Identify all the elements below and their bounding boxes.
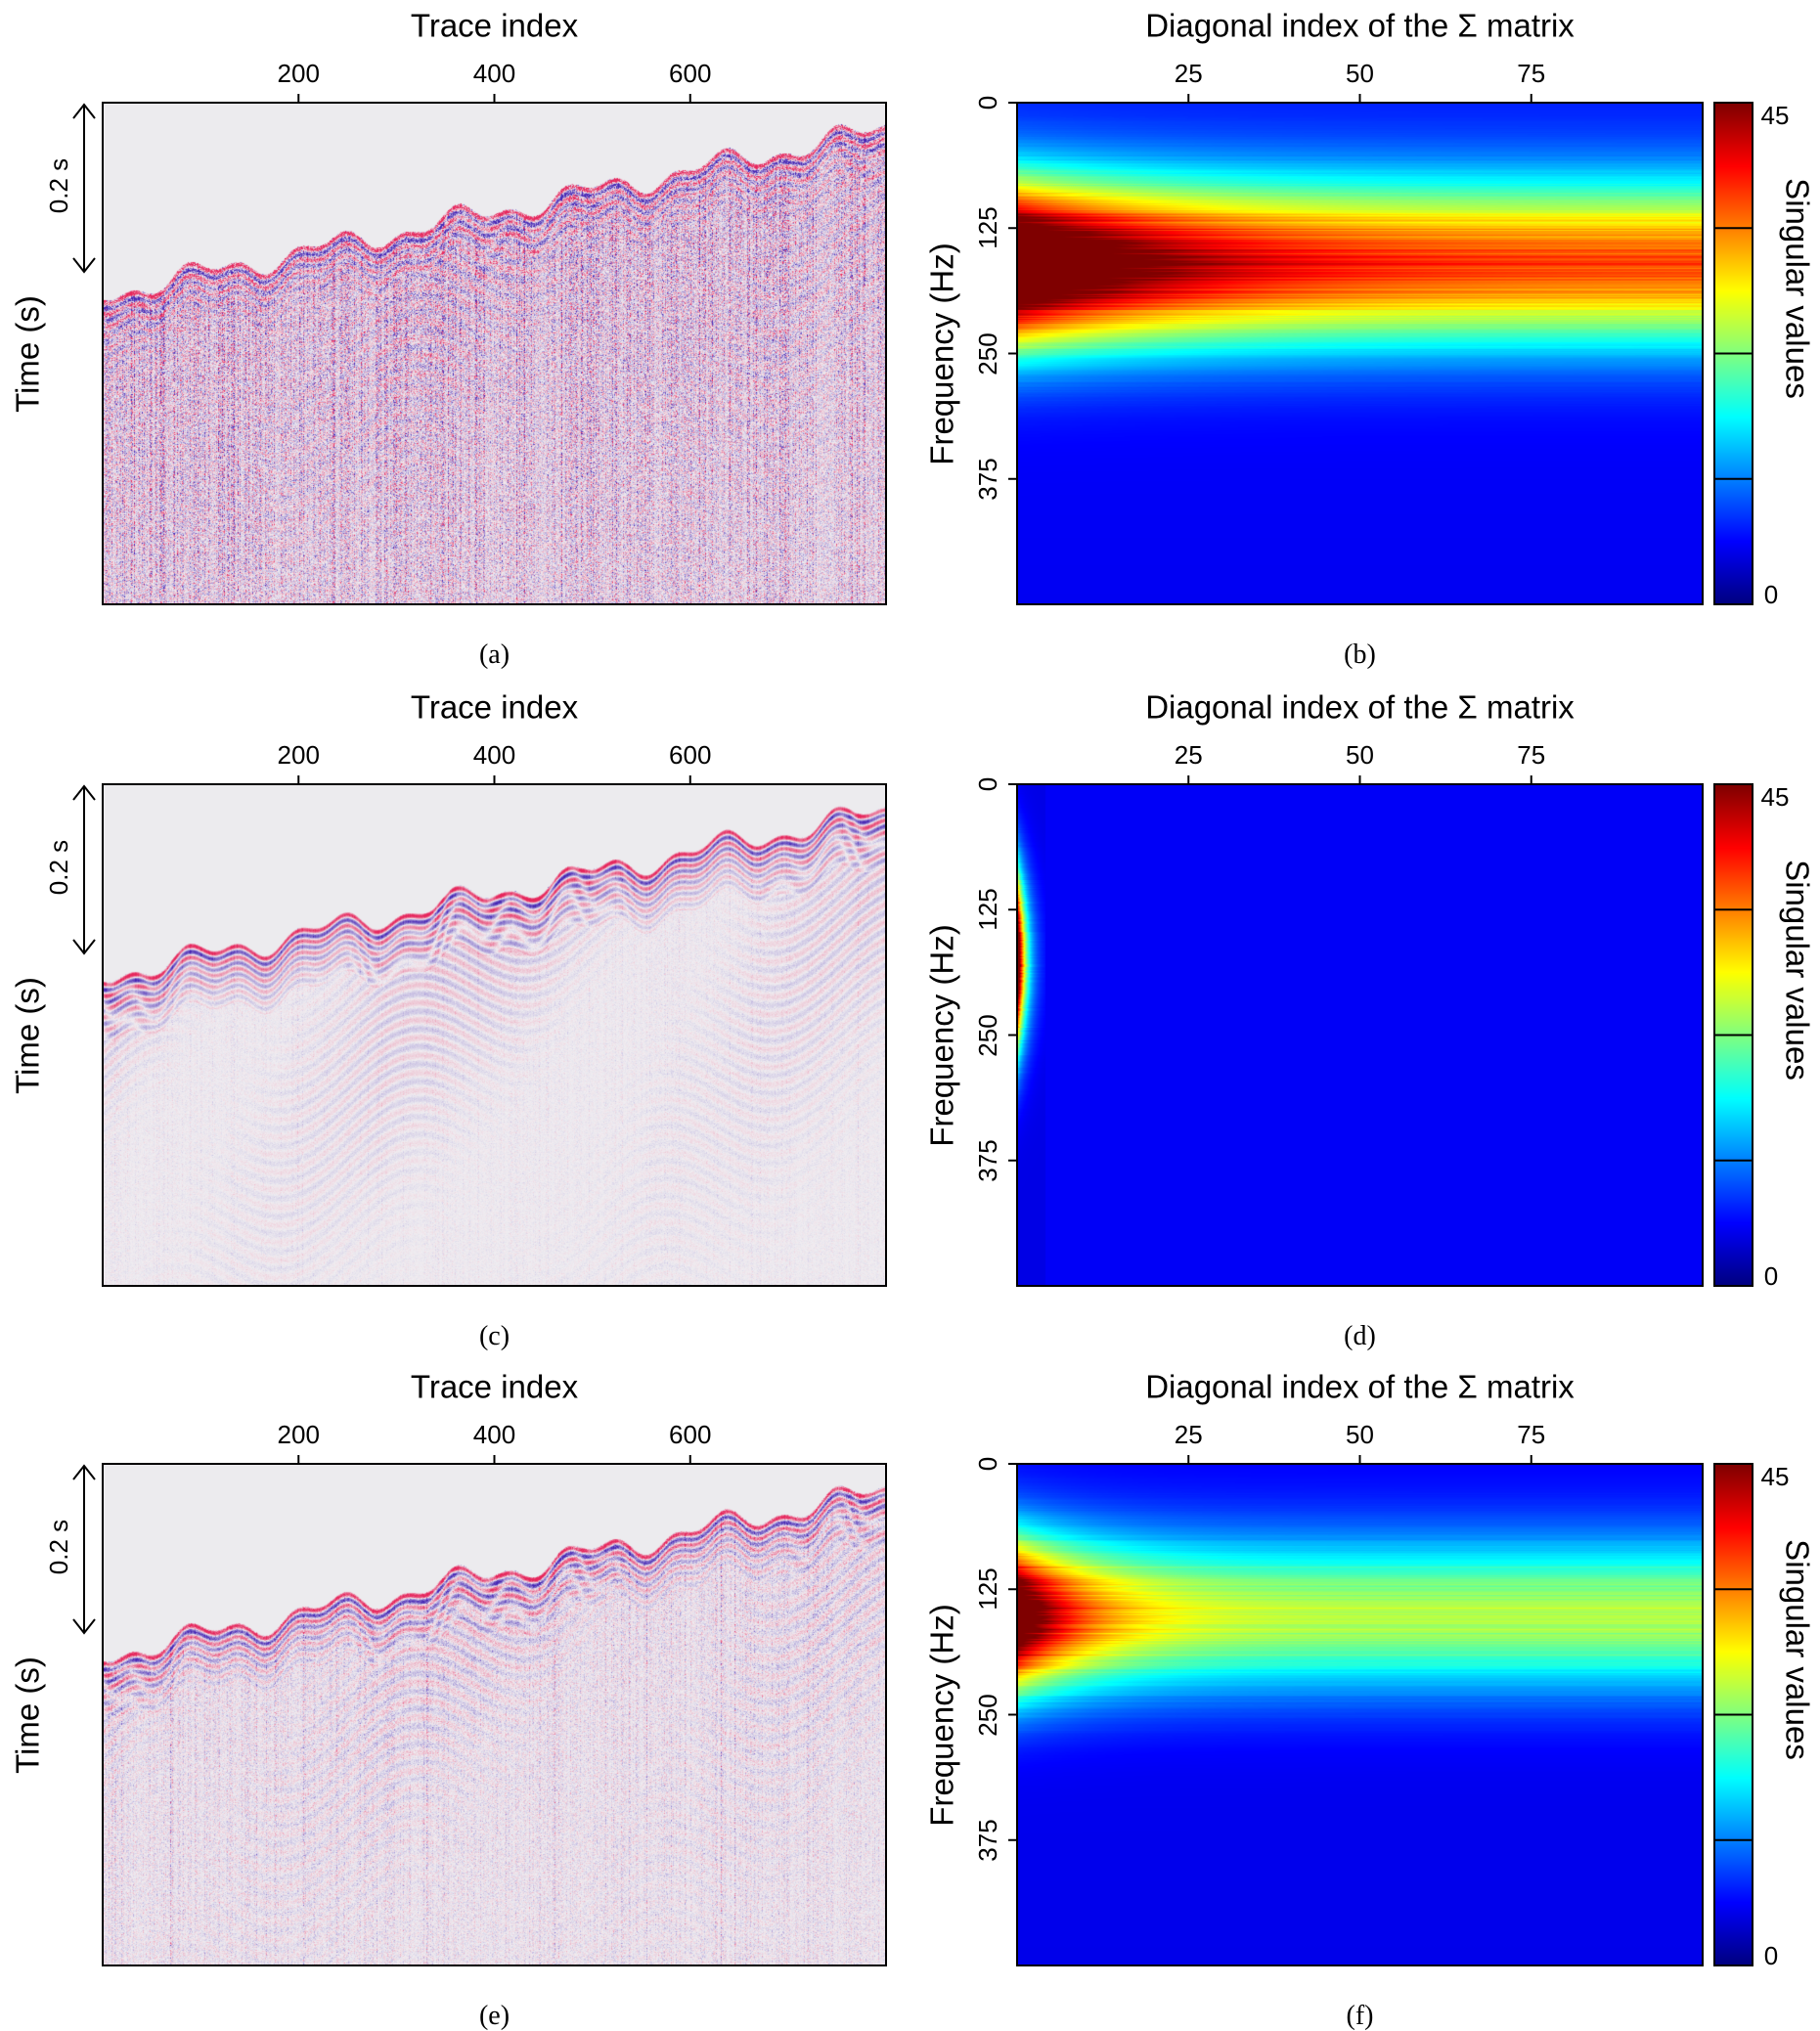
y-axis-title: Time (s) (9, 976, 46, 1094)
colorbar (1714, 103, 1753, 604)
x-axis-title: Trace index (410, 7, 579, 44)
x-tick-label: 400 (472, 59, 516, 88)
seismic-section-1 (103, 784, 886, 1286)
y-tick-label: 250 (973, 1013, 1002, 1057)
x-tick-label: 25 (1174, 1420, 1203, 1449)
colorbar-min-label: 0 (1763, 1261, 1779, 1291)
x-tick-label: 400 (472, 1420, 516, 1449)
colorbar-max-label: 45 (1760, 101, 1790, 130)
x-axis-title: Trace index (410, 688, 579, 726)
panel-caption: (b) (1344, 640, 1376, 670)
scale-label: 0.2 s (44, 1519, 73, 1575)
panel-caption: (c) (478, 1321, 510, 1351)
colorbar-title: Singular values (1779, 859, 1816, 1081)
x-axis-title: Diagonal index of the Σ matrix (1145, 7, 1575, 44)
colorbar-max-label: 45 (1760, 1462, 1790, 1491)
scale-arrow-head (72, 784, 96, 801)
x-tick-label: 600 (669, 59, 712, 88)
x-axis-title: Trace index (410, 1368, 579, 1405)
y-axis-title: Frequency (Hz) (923, 242, 960, 465)
x-tick-label: 25 (1174, 740, 1203, 770)
x-tick-label: 200 (277, 740, 320, 770)
x-tick-label: 50 (1346, 59, 1374, 88)
y-tick-label: 250 (973, 331, 1002, 375)
colorbar-max-label: 45 (1760, 782, 1790, 812)
x-axis-title: Diagonal index of the Σ matrix (1145, 1368, 1575, 1405)
x-axis-title: Diagonal index of the Σ matrix (1145, 688, 1575, 726)
colorbar-min-label: 0 (1763, 580, 1779, 609)
y-axis-title: Frequency (Hz) (923, 1603, 960, 1827)
colorbar-min-label: 0 (1763, 1941, 1779, 1970)
x-tick-label: 75 (1517, 59, 1546, 88)
y-tick-label: 125 (973, 888, 1002, 931)
scale-arrow-head (72, 257, 96, 274)
x-tick-label: 200 (277, 1420, 320, 1449)
y-tick-label: 125 (973, 206, 1002, 249)
spectrum-heatmap-1 (1017, 784, 1703, 1286)
y-axis-title: Time (s) (9, 1656, 46, 1774)
y-axis-title: Frequency (Hz) (923, 923, 960, 1147)
scale-arrow-head (72, 1618, 96, 1635)
panel-caption: (d) (1344, 1321, 1376, 1351)
y-tick-label: 0 (973, 1456, 1002, 1472)
x-tick-label: 600 (669, 1420, 712, 1449)
seismic-section-2 (103, 1464, 886, 1965)
panel-caption: (a) (478, 640, 510, 670)
scale-arrow-head (72, 939, 96, 955)
colorbar (1714, 784, 1753, 1286)
y-tick-label: 0 (973, 95, 1002, 110)
x-tick-label: 75 (1517, 740, 1546, 770)
scale-arrow-head (72, 1464, 96, 1480)
y-tick-label: 125 (973, 1567, 1002, 1611)
x-tick-label: 75 (1517, 1420, 1546, 1449)
spectrum-heatmap-0 (1017, 103, 1703, 604)
panel-caption: (f) (1346, 2001, 1374, 2031)
x-tick-label: 50 (1346, 1420, 1374, 1449)
y-tick-label: 0 (973, 776, 1002, 792)
x-tick-label: 400 (472, 740, 516, 770)
y-axis-title: Time (s) (9, 294, 46, 413)
y-tick-label: 250 (973, 1693, 1002, 1737)
y-tick-label: 375 (973, 1139, 1002, 1182)
x-tick-label: 50 (1346, 740, 1374, 770)
y-tick-label: 375 (973, 1819, 1002, 1862)
x-tick-label: 600 (669, 740, 712, 770)
spectrum-heatmap-2 (1017, 1464, 1703, 1965)
scale-label: 0.2 s (44, 157, 73, 214)
x-tick-label: 25 (1174, 59, 1203, 88)
y-tick-label: 375 (973, 458, 1002, 501)
scale-label: 0.2 s (44, 839, 73, 896)
x-tick-label: 200 (277, 59, 320, 88)
colorbar (1714, 1464, 1753, 1965)
seismic-section-0 (103, 103, 886, 604)
colorbar-title: Singular values (1779, 177, 1816, 399)
scale-arrow-head (72, 103, 96, 119)
panel-caption: (e) (478, 2001, 510, 2031)
colorbar-title: Singular values (1779, 1538, 1816, 1760)
